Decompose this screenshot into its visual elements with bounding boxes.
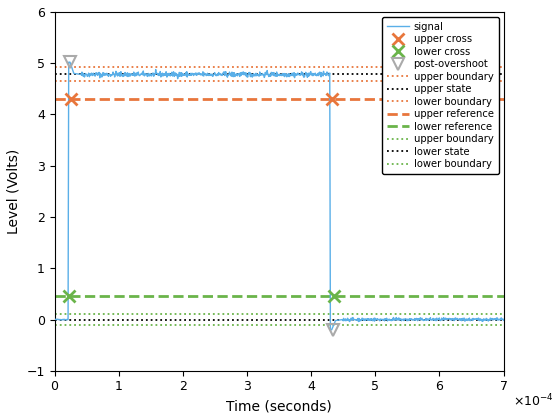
Line: lower cross: lower cross — [63, 290, 340, 302]
Line: signal: signal — [54, 62, 503, 330]
Legend: signal, upper cross, lower cross, post-overshoot, upper boundary, upper state, l: signal, upper cross, lower cross, post-o… — [381, 17, 498, 174]
signal — [264, 68, 270, 73]
signal — [327, 327, 334, 332]
signal — [296, 73, 302, 78]
signal — [500, 318, 507, 323]
Y-axis label: Level (Volts): Level (Volts) — [7, 149, 21, 234]
signal — [66, 60, 72, 65]
signal — [211, 72, 217, 77]
signal — [388, 318, 395, 323]
post-overshoot — [330, 327, 337, 332]
Text: $\times10^{-4}$: $\times10^{-4}$ — [512, 392, 553, 409]
Line: post-overshoot: post-overshoot — [64, 57, 338, 335]
X-axis label: Time (seconds): Time (seconds) — [226, 399, 332, 413]
signal — [57, 317, 63, 322]
signal — [51, 317, 58, 322]
lower cross — [66, 294, 73, 299]
Line: upper cross: upper cross — [64, 93, 338, 105]
lower cross — [330, 294, 337, 299]
upper cross — [328, 97, 335, 102]
post-overshoot — [67, 60, 73, 65]
upper cross — [67, 97, 74, 102]
signal — [323, 71, 330, 76]
